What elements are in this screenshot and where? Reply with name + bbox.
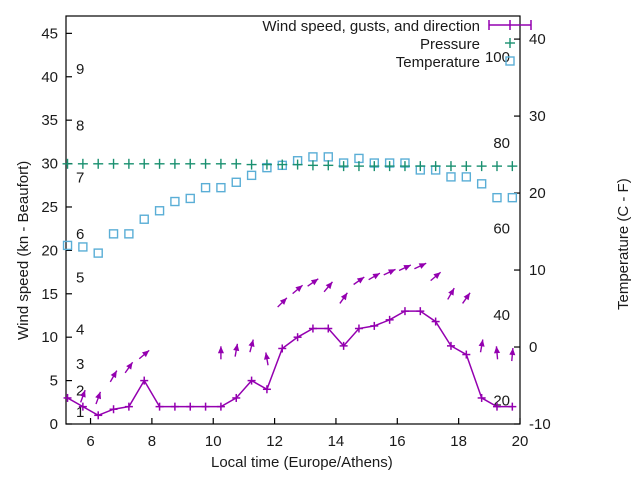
temperature-point bbox=[124, 229, 134, 239]
fahrenheit-label: 100 bbox=[485, 49, 510, 66]
x-tick-label: 16 bbox=[389, 433, 406, 450]
series-temperature bbox=[62, 152, 518, 258]
temperature-point bbox=[170, 196, 180, 207]
gust-arrow-head bbox=[463, 292, 470, 301]
gust-arrow-head bbox=[418, 263, 427, 269]
y-tick-label: 45 bbox=[41, 25, 58, 42]
temperature-point bbox=[185, 193, 195, 204]
y2-tick-label: 40 bbox=[529, 31, 546, 48]
gust-arrow-head bbox=[310, 278, 319, 286]
gust-arrow-head bbox=[217, 346, 224, 354]
gust-arrow-head bbox=[295, 285, 303, 292]
fahrenheit-label: 80 bbox=[493, 135, 510, 152]
x-tick-label: 6 bbox=[86, 433, 94, 450]
legend-item-pressure-label: Pressure bbox=[419, 36, 480, 53]
y2-tick-label: 0 bbox=[529, 339, 537, 356]
x-tick-label: 8 bbox=[148, 433, 156, 450]
series-wind bbox=[63, 307, 517, 420]
y-tick-label: 15 bbox=[41, 286, 58, 303]
y-tick-label: 5 bbox=[50, 373, 58, 390]
gust-arrow-head bbox=[494, 346, 501, 354]
wind-speed-line bbox=[67, 310, 513, 417]
y-tick-label: 35 bbox=[41, 112, 58, 129]
gust-arrow-head bbox=[356, 277, 365, 284]
beaufort-label: 8 bbox=[76, 118, 84, 135]
temperature-point bbox=[78, 242, 88, 252]
legend-marker-temperature bbox=[505, 56, 515, 66]
temperature-point bbox=[246, 170, 257, 181]
temperature-point bbox=[154, 206, 165, 216]
gust-arrow-head bbox=[388, 269, 396, 275]
gust-arrow-head bbox=[110, 370, 117, 379]
y2-axis-title: Temperature (C - F) bbox=[615, 178, 632, 310]
gust-arrow-head bbox=[325, 281, 333, 290]
beaufort-label: 1 bbox=[76, 404, 84, 421]
beaufort-label: 6 bbox=[76, 226, 84, 243]
beaufort-label: 9 bbox=[76, 61, 84, 78]
temperature-point bbox=[492, 192, 502, 203]
temperature-point bbox=[476, 179, 487, 189]
x-tick-label: 20 bbox=[512, 433, 529, 450]
temperature-point bbox=[200, 182, 211, 193]
beaufort-label: 5 bbox=[76, 269, 84, 286]
y2-tick-label: 10 bbox=[529, 262, 546, 279]
temperature-point bbox=[139, 214, 149, 224]
y-tick-label: 30 bbox=[41, 156, 58, 173]
legend-item-temperature-label: Temperature bbox=[395, 54, 480, 71]
gust-arrow-head bbox=[233, 343, 240, 352]
gust-arrow-head bbox=[433, 272, 441, 279]
y-tick-label: 40 bbox=[41, 69, 58, 86]
temperature-point bbox=[461, 172, 472, 182]
temperature-point bbox=[93, 248, 103, 258]
gust-arrow-head bbox=[264, 352, 270, 360]
temperature-point bbox=[231, 177, 241, 187]
gust-arrow-head bbox=[403, 265, 411, 271]
temperature-point bbox=[507, 192, 518, 203]
temperature-point bbox=[308, 152, 318, 162]
y-tick-label: 25 bbox=[41, 199, 58, 216]
gust-arrow-head bbox=[509, 348, 516, 356]
gust-arrow-head bbox=[279, 297, 287, 305]
gust-arrow-head bbox=[448, 288, 455, 296]
gust-arrow-head bbox=[478, 339, 485, 347]
x-tick-label: 18 bbox=[450, 433, 467, 450]
legend bbox=[488, 20, 532, 66]
y2-tick-label: 20 bbox=[529, 185, 546, 202]
gust-arrow-head bbox=[248, 339, 255, 347]
fahrenheit-label: 40 bbox=[493, 307, 510, 324]
temperature-point bbox=[446, 172, 456, 182]
temperature-point bbox=[108, 229, 119, 239]
beaufort-label: 7 bbox=[76, 170, 84, 187]
x-tick-label: 14 bbox=[328, 433, 345, 450]
y-axis-title: Wind speed (kn - Beaufort) bbox=[15, 160, 32, 340]
x-tick-label: 10 bbox=[205, 433, 222, 450]
gust-arrow-head bbox=[340, 292, 348, 301]
temperature-point bbox=[216, 182, 226, 193]
y-tick-label: 10 bbox=[41, 329, 58, 346]
gust-arrow-head bbox=[126, 362, 133, 370]
gust-arrow-head bbox=[372, 273, 380, 280]
temperature-point bbox=[323, 152, 333, 162]
plot-frame bbox=[65, 15, 521, 425]
gust-arrows bbox=[79, 262, 516, 405]
beaufort-label: 4 bbox=[76, 322, 84, 339]
x-axis-title: Local time (Europe/Athens) bbox=[211, 454, 393, 471]
y-tick-label: 20 bbox=[41, 242, 58, 259]
x-tick-label: 12 bbox=[266, 433, 283, 450]
temperature-point bbox=[62, 240, 73, 251]
gust-arrow-head bbox=[142, 350, 150, 358]
gust-arrow-head bbox=[95, 391, 101, 400]
legend-item-wind-label: Wind speed, gusts, and direction bbox=[262, 18, 480, 35]
y2-tick-label: -10 bbox=[529, 416, 551, 433]
y-tick-label: 0 bbox=[50, 416, 58, 433]
beaufort-label: 3 bbox=[76, 356, 84, 373]
fahrenheit-label: 60 bbox=[493, 221, 510, 238]
beaufort-label: 2 bbox=[76, 382, 84, 399]
gust-arrow-head bbox=[79, 390, 86, 398]
y2-tick-label: 30 bbox=[529, 108, 546, 125]
series-pressure bbox=[62, 158, 518, 172]
